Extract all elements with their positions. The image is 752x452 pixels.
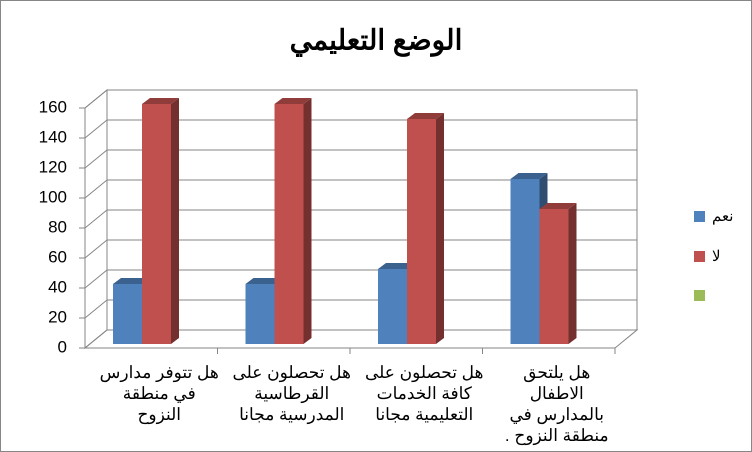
y-tick-label: 20 [48, 307, 67, 326]
bar-face [510, 173, 548, 179]
bar-face [142, 98, 179, 104]
x-tick-label: هل تتوفر مدارس في منطقة النزوح [99, 363, 219, 424]
bar-face [113, 284, 142, 344]
bar-face [378, 263, 415, 269]
bar-face [142, 104, 171, 344]
grid-line [84, 119, 637, 139]
bar-face [274, 98, 312, 104]
bar-face [171, 98, 179, 344]
grid-line [84, 239, 637, 259]
legend-marker [694, 290, 705, 301]
bar-face [245, 278, 283, 284]
bar-face [539, 203, 577, 209]
y-tick-label: 120 [39, 157, 67, 176]
bar-face [407, 119, 436, 344]
y-tick-label: 80 [48, 217, 67, 236]
bar-face [510, 179, 540, 344]
bar-face [274, 104, 304, 344]
bar-face [303, 98, 312, 344]
grid-line [84, 269, 637, 289]
x-tick-label: هل يلتحق الاطفال بالمدارس في منطقة النزو… [504, 363, 609, 445]
bar-face [568, 203, 577, 344]
bar [407, 113, 444, 344]
grid-line [84, 89, 637, 109]
bar-face [436, 113, 444, 344]
grid-line [84, 179, 637, 199]
bar-face [407, 113, 444, 119]
bar-face [539, 209, 569, 344]
legend-marker [694, 251, 705, 262]
legend-label: لا [712, 248, 721, 265]
x-tick-label: هل تحصلون على القرطاسية المدرسية مجانا [232, 363, 352, 424]
bar-face [113, 278, 150, 284]
y-tick-label: 0 [58, 337, 67, 356]
bar [539, 203, 577, 344]
grid-line [84, 299, 637, 319]
bar [274, 98, 312, 344]
y-tick-label: 140 [39, 127, 67, 146]
grid-line [84, 149, 637, 169]
bar-face [378, 269, 407, 344]
chart-title: الوضع التعليمي [290, 24, 463, 57]
y-tick-label: 40 [48, 277, 67, 296]
x-tick-label: هل تحصلون على كافة الخدمات التعليمية مجا… [364, 363, 484, 424]
y-tick-label: 60 [48, 247, 67, 266]
y-tick-label: 100 [39, 187, 67, 206]
y-tick-label: 160 [39, 97, 67, 116]
bar-face [245, 284, 275, 344]
grid-line [84, 329, 637, 349]
legend-label: نعم [712, 208, 734, 225]
legend-marker [694, 211, 705, 222]
grid-line [84, 209, 637, 229]
bar [142, 98, 179, 344]
